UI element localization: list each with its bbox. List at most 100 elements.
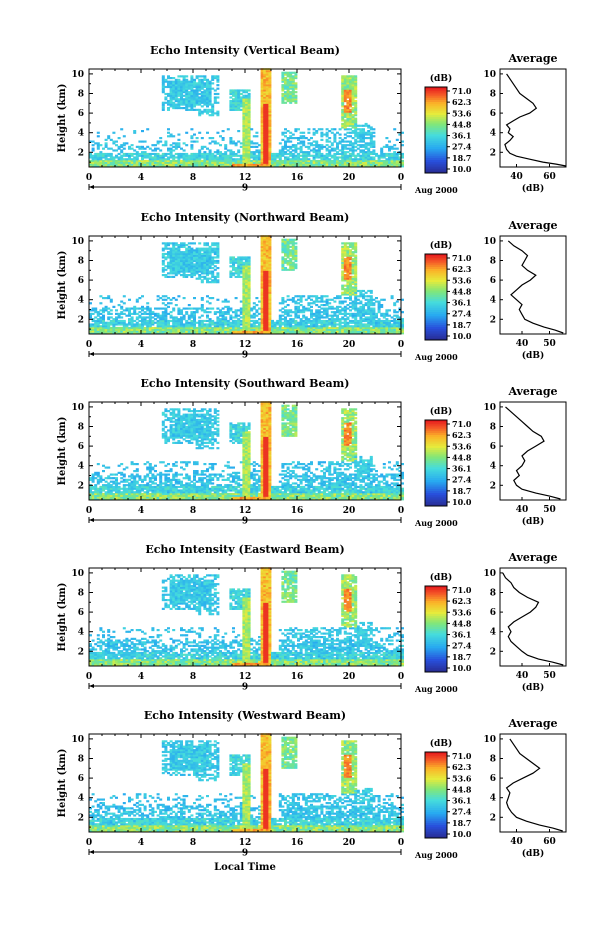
- heatmap-cell: [185, 107, 189, 110]
- heatmap-cell: [372, 165, 376, 168]
- heatmap-cell: [211, 332, 215, 335]
- heatmap-cell: [206, 159, 209, 163]
- heatmap-cell: [356, 147, 360, 150]
- heatmap-cell: [143, 311, 147, 314]
- heatmap-cell: [336, 151, 339, 154]
- heatmap-cell: [354, 108, 358, 111]
- heatmap-cell: [193, 82, 196, 85]
- heatmap-cell: [317, 311, 321, 314]
- heatmap-cell: [255, 325, 259, 328]
- heatmap-cell: [291, 240, 295, 243]
- heatmap-cell: [284, 328, 287, 331]
- heatmap-cell: [200, 263, 204, 266]
- heatmap-cell: [245, 304, 248, 307]
- heatmap-cell: [211, 159, 215, 163]
- heatmap-cell: [354, 135, 358, 138]
- heatmap-cell: [265, 251, 269, 254]
- heatmap-cell: [343, 98, 347, 101]
- heatmap-cell: [122, 321, 126, 324]
- heatmap-cell: [294, 247, 298, 250]
- average-x-tick-label: 60: [543, 172, 556, 182]
- heatmap-cell: [255, 142, 259, 145]
- heatmap-cell: [341, 89, 345, 92]
- heatmap-cell: [265, 238, 269, 241]
- heatmap-cell: [247, 165, 251, 168]
- heatmap-cell: [294, 163, 298, 166]
- heatmap-cell: [164, 309, 168, 312]
- heatmap-cell: [245, 270, 248, 273]
- heatmap-cell: [154, 147, 157, 150]
- heatmap-cell: [273, 152, 277, 156]
- heatmap-cell: [198, 92, 202, 96]
- heatmap-cell: [159, 314, 163, 317]
- heatmap-cell: [94, 330, 98, 333]
- heatmap-cell: [208, 247, 212, 250]
- heatmap-cell: [213, 161, 217, 164]
- heatmap-cell: [289, 159, 293, 163]
- heatmap-cell: [224, 312, 228, 315]
- heatmap-cell: [369, 133, 373, 136]
- heatmap-cell: [349, 254, 352, 257]
- heatmap-cell: [107, 328, 111, 331]
- heatmap-cell: [284, 135, 287, 138]
- heatmap-cell: [200, 252, 204, 256]
- heatmap-cell: [302, 323, 306, 326]
- heatmap-cell: [286, 252, 290, 256]
- heatmap-cell: [200, 159, 204, 163]
- heatmap-cell: [263, 272, 267, 275]
- heatmap-cell: [177, 261, 181, 264]
- heatmap-cell: [239, 100, 243, 103]
- heatmap-cell: [96, 131, 100, 134]
- heatmap-cell: [260, 96, 264, 99]
- heatmap-cell: [330, 305, 334, 308]
- heatmap-cell: [242, 144, 246, 147]
- heatmap-cell: [185, 268, 189, 271]
- heatmap-cell: [156, 159, 160, 163]
- heatmap-cell: [229, 256, 233, 259]
- heatmap-cell: [258, 300, 261, 303]
- heatmap-cell: [346, 307, 350, 310]
- heatmap-cell: [372, 307, 376, 310]
- heatmap-cell: [268, 163, 272, 166]
- heatmap-cell: [263, 295, 267, 298]
- heatmap-cell: [356, 298, 360, 301]
- heatmap-cell: [286, 304, 290, 307]
- heatmap-cell: [242, 265, 246, 268]
- heatmap-cell: [167, 256, 170, 259]
- heatmap-cell: [242, 158, 246, 161]
- heatmap-cell: [286, 91, 290, 94]
- heatmap-cell: [239, 145, 243, 148]
- heatmap-cell: [398, 161, 402, 164]
- heatmap-cell: [281, 80, 285, 83]
- heatmap-cell: [260, 84, 264, 87]
- heatmap-cell: [372, 314, 376, 317]
- heatmap-cell: [346, 325, 350, 328]
- heatmap-cell: [213, 154, 217, 157]
- heatmap-cell: [247, 277, 251, 280]
- heatmap-cell: [291, 268, 295, 271]
- heatmap-cell: [161, 319, 165, 323]
- heatmap-cell: [232, 332, 235, 335]
- heatmap-cell: [351, 92, 355, 96]
- heatmap-cell: [198, 275, 202, 278]
- heatmap-cell: [377, 161, 381, 164]
- heatmap-cell: [364, 332, 368, 335]
- heatmap-cell: [161, 89, 165, 92]
- heatmap-cell: [388, 156, 391, 159]
- heatmap-cell: [351, 326, 355, 330]
- heatmap-cell: [354, 261, 358, 264]
- heatmap-cell: [341, 302, 345, 305]
- heatmap-cell: [190, 145, 194, 148]
- heatmap-cell: [343, 89, 347, 92]
- heatmap-cell: [333, 161, 337, 164]
- heatmap-cell: [221, 159, 225, 163]
- heatmap-cell: [206, 319, 209, 323]
- heatmap-cell: [351, 114, 355, 117]
- heatmap-cell: [169, 96, 173, 99]
- heatmap-cell: [242, 270, 246, 273]
- heatmap-cell: [323, 295, 326, 298]
- heatmap-cell: [284, 91, 287, 94]
- heatmap-cell: [354, 267, 358, 270]
- heatmap-cell: [239, 319, 243, 323]
- heatmap-cell: [200, 267, 204, 270]
